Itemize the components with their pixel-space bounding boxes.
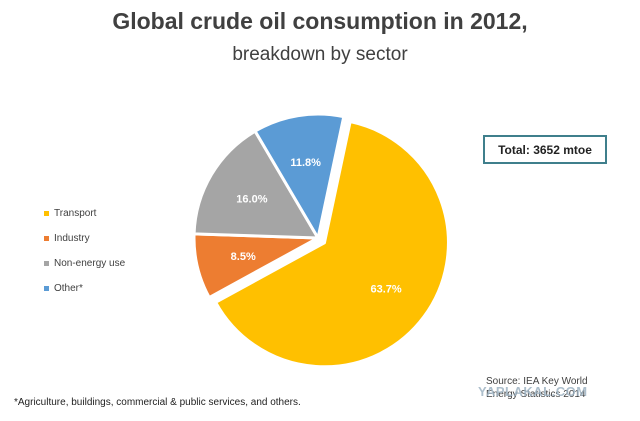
legend-swatch bbox=[44, 261, 49, 266]
total-box: Total: 3652 mtoe bbox=[483, 135, 607, 164]
watermark: YAPLAKAL.COM bbox=[478, 384, 588, 399]
legend-item-transport: Transport bbox=[44, 201, 125, 226]
legend-label: Non-energy use bbox=[54, 258, 126, 269]
footnote: *Agriculture, buildings, commercial & pu… bbox=[14, 397, 301, 408]
legend: Transport Industry Non-energy use Other* bbox=[44, 201, 125, 301]
source-line-2: Energy Statistics 2014 bbox=[486, 389, 586, 400]
legend-label: Transport bbox=[54, 208, 97, 219]
legend-item-industry: Industry bbox=[44, 226, 125, 251]
pie-slice-non-energy-use bbox=[192, 129, 320, 240]
source-line-1: Source: IEA Key World bbox=[486, 376, 588, 387]
legend-label: Other* bbox=[54, 283, 83, 294]
source-note: Source: IEA Key World Energy Statistics … bbox=[486, 375, 588, 401]
legend-label: Industry bbox=[54, 233, 90, 244]
data-label-transport: 63.7% bbox=[370, 284, 401, 296]
chart-subtitle: breakdown by sector bbox=[232, 44, 408, 65]
legend-swatch bbox=[44, 211, 49, 216]
legend-item-non-energy-use: Non-energy use bbox=[44, 251, 125, 276]
data-label-other: 11.8% bbox=[290, 157, 321, 169]
data-label-industry: 8.5% bbox=[231, 251, 256, 263]
legend-item-other: Other* bbox=[44, 276, 125, 301]
legend-swatch bbox=[44, 286, 49, 291]
chart-title: Global crude oil consumption in 2012, bbox=[112, 8, 528, 34]
pie-slice-other bbox=[253, 112, 346, 240]
legend-swatch bbox=[44, 236, 49, 241]
data-label-non-energy-use: 16.0% bbox=[236, 194, 267, 206]
pie-slice-transport bbox=[214, 119, 450, 369]
